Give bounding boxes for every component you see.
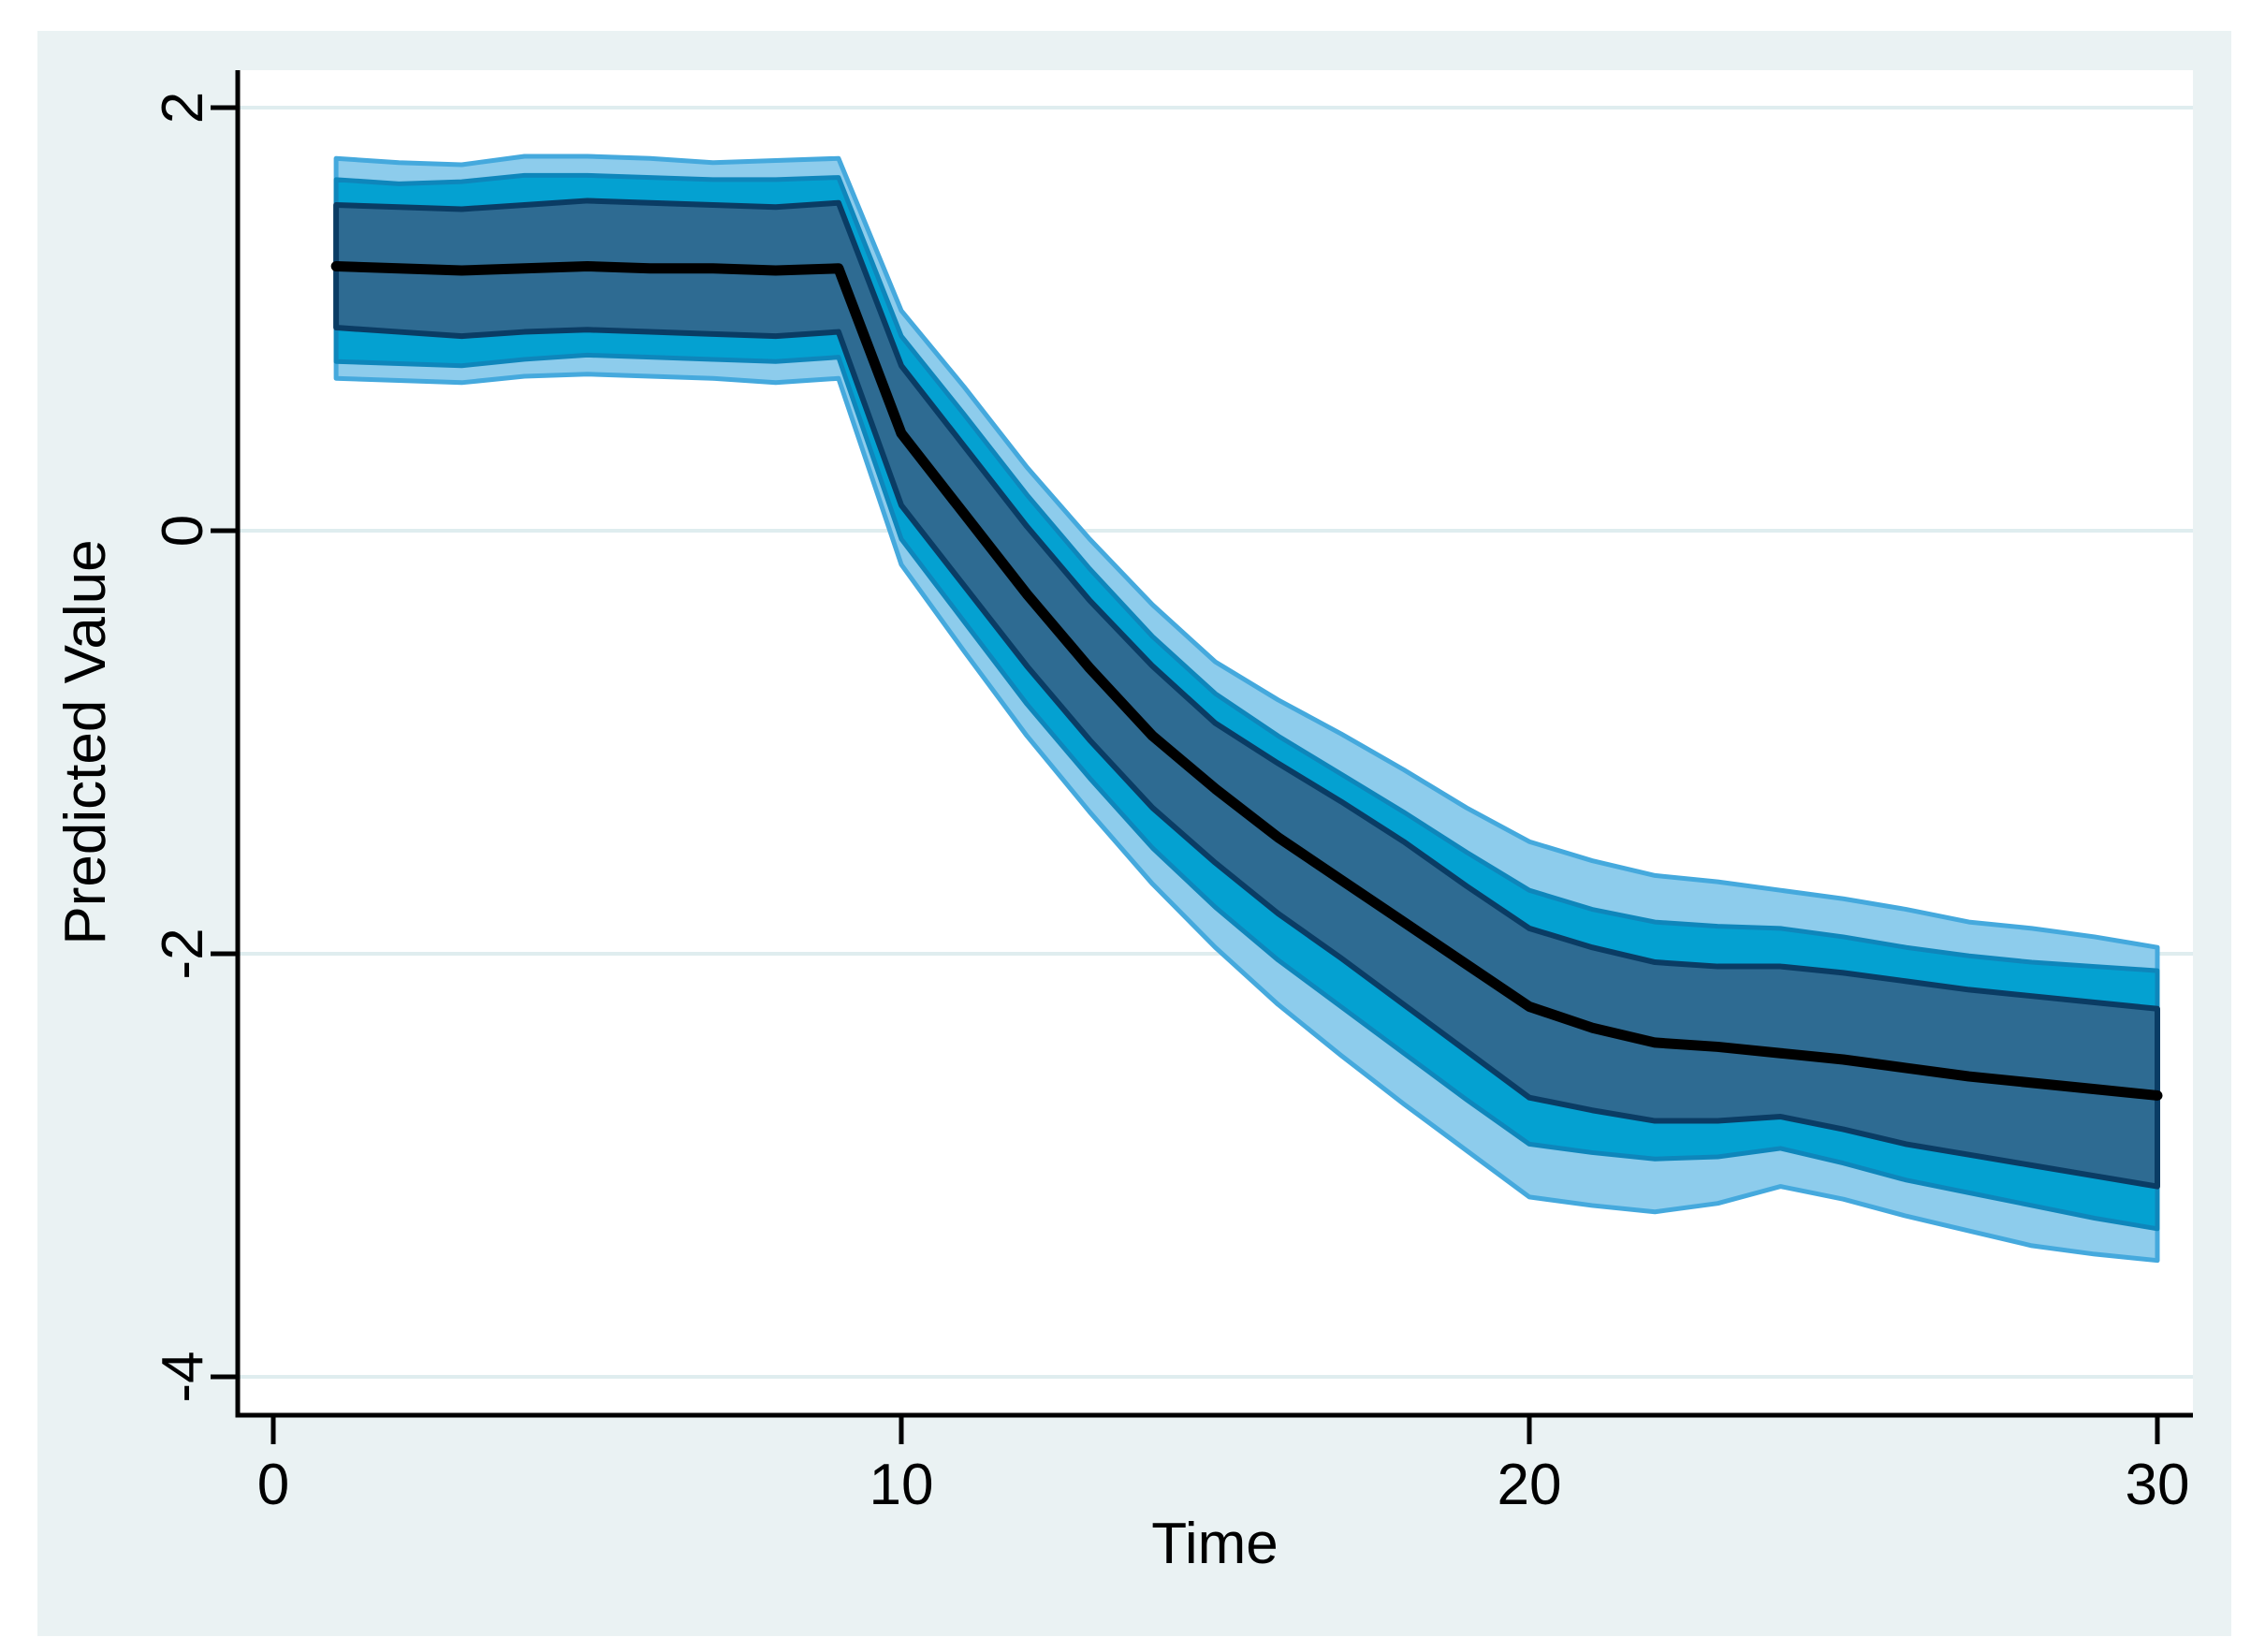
axes [235, 70, 2193, 1418]
y-axis-title: Predicted Value [53, 539, 118, 944]
y-tick-label: 2 [151, 92, 215, 124]
y-tick-label: 0 [151, 515, 215, 547]
series-group [330, 154, 2163, 1264]
x-tick-label: 10 [869, 1453, 934, 1517]
y-tick-label: -2 [151, 928, 215, 979]
ci-inner-band [333, 197, 2160, 1190]
x-axis-title: Time [1151, 1512, 1278, 1576]
predicted-fit-line [330, 261, 2163, 1101]
ticks: 20-2-40 10 20 30 [151, 92, 2189, 1517]
x-tick-label: 20 [1498, 1453, 1562, 1517]
x-tick-label: 30 [2126, 1453, 2190, 1517]
y-tick-label: -4 [151, 1351, 215, 1402]
x-tick-label: 0 [257, 1453, 289, 1517]
